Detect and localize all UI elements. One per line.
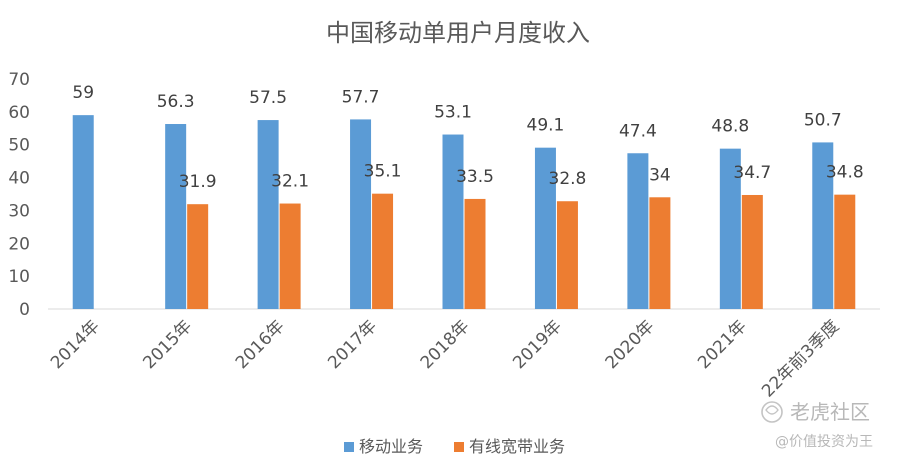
data-label: 49.1 [527, 116, 565, 136]
x-tick-label: 2018年 [417, 316, 474, 373]
data-label: 57.5 [249, 88, 287, 108]
chart-title: 中国移动单用户月度收入 [326, 19, 590, 47]
bar-mobile [719, 148, 741, 309]
bar-broadband [741, 194, 763, 309]
x-tick-label: 2021年 [694, 316, 751, 373]
y-tick-label: 10 [8, 267, 30, 287]
data-label: 59 [72, 83, 94, 103]
bar-mobile [812, 142, 834, 309]
data-label: 33.5 [456, 167, 494, 187]
x-tick-label: 2015年 [139, 316, 196, 373]
watermark-handle: @价值投资为王 [775, 434, 873, 450]
y-tick-label: 40 [8, 169, 30, 189]
x-tick-label: 2019年 [509, 316, 566, 373]
x-tick-label: 22年前3季度 [758, 316, 843, 401]
data-label: 53.1 [434, 103, 472, 123]
bar-mobile [534, 147, 556, 309]
y-tick-label: 30 [8, 201, 30, 221]
bar-mobile [72, 115, 94, 310]
bar-mobile [442, 134, 464, 309]
bar-mobile [257, 120, 279, 309]
data-label: 32.8 [549, 169, 587, 189]
x-tick-label: 2014年 [47, 316, 104, 373]
data-label: 34 [649, 165, 671, 185]
legend-swatch-mobile [344, 442, 354, 452]
bar-broadband [556, 201, 578, 309]
bar-broadband [464, 198, 486, 309]
legend: 移动业务 有线宽带业务 [344, 437, 565, 456]
x-tick-label: 2020年 [602, 316, 659, 373]
legend-label-mobile: 移动业务 [359, 437, 423, 456]
y-tick-label: 20 [8, 234, 30, 254]
bar-mobile [350, 119, 372, 310]
bar-broadband [372, 193, 394, 309]
y-tick-label: 0 [19, 300, 30, 320]
data-label: 34.7 [733, 163, 771, 183]
data-label: 34.8 [826, 163, 864, 183]
legend-swatch-broadband [454, 442, 464, 452]
legend-label-broadband: 有线宽带业务 [469, 437, 565, 456]
x-tick-label: 2017年 [324, 316, 381, 373]
watermark-brand: 老虎社区 [790, 400, 870, 424]
bar-broadband [187, 204, 209, 309]
data-label: 48.8 [711, 117, 749, 137]
bar-mobile [165, 124, 187, 309]
y-tick-label: 70 [8, 70, 30, 90]
y-axis: 0 10 20 30 40 50 60 70 [8, 70, 30, 320]
y-tick-label: 50 [8, 136, 30, 156]
watermark: 老虎社区 @价值投资为王 [761, 400, 873, 450]
x-tick-label: 2016年 [232, 316, 289, 373]
data-label: 31.9 [179, 172, 217, 192]
bars [72, 115, 856, 310]
data-labels: 59 56.3 57.5 57.7 53.1 49.1 47.4 48.8 50.7 31.9 32… [72, 83, 863, 192]
tiger-logo-icon [761, 401, 783, 423]
data-label: 57.7 [342, 87, 380, 107]
bar-broadband [279, 203, 301, 309]
data-label: 47.4 [619, 121, 657, 141]
data-label: 56.3 [157, 92, 195, 112]
data-label: 35.1 [364, 162, 402, 182]
bar-mobile [627, 153, 649, 309]
x-axis: 2014年 2015年 2016年 2017年 2018年 2019年 2020年 2021年… [47, 316, 843, 401]
data-label: 32.1 [271, 172, 309, 192]
bar-broadband [834, 194, 856, 309]
bar-broadband [649, 197, 671, 309]
data-label: 50.7 [804, 110, 842, 130]
y-tick-label: 60 [8, 103, 30, 123]
